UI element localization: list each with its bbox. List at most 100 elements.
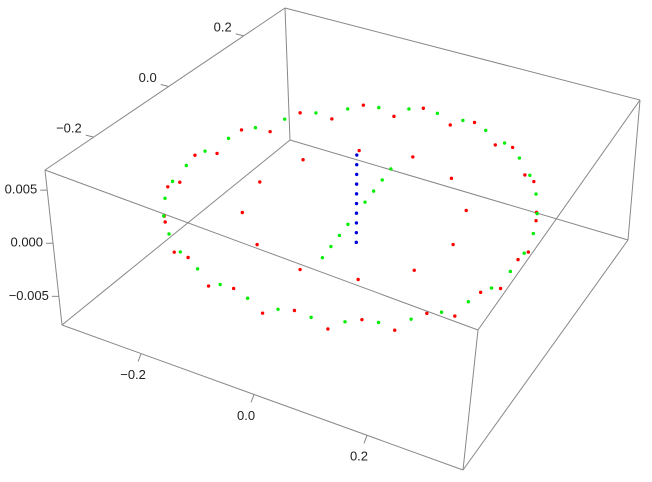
- point: [484, 128, 488, 133]
- y-tick: [160, 83, 169, 87]
- point: [435, 111, 440, 116]
- z-tick-label: 0.005: [5, 182, 38, 197]
- point: [363, 200, 367, 204]
- point: [392, 114, 396, 119]
- point: [161, 214, 166, 218]
- point: [498, 286, 503, 291]
- point: [510, 145, 515, 150]
- y-tick-label: 0.2: [214, 19, 232, 34]
- point: [245, 296, 250, 300]
- y-tick: [235, 33, 244, 37]
- y-tick-label: 0.0: [139, 70, 157, 85]
- point: [301, 158, 305, 162]
- point: [472, 120, 477, 125]
- point: [218, 282, 222, 287]
- box-edge: [477, 99, 641, 331]
- point: [343, 320, 347, 324]
- point: [195, 267, 200, 271]
- point: [330, 117, 334, 121]
- y-tick-label: −0.2: [56, 121, 82, 136]
- x-tick-label: 0.0: [237, 408, 255, 423]
- box-edge: [462, 329, 479, 471]
- point: [461, 118, 465, 123]
- point: [508, 269, 513, 274]
- point: [354, 230, 359, 235]
- point: [215, 151, 219, 156]
- point: [453, 314, 457, 318]
- point: [326, 327, 330, 331]
- point: [231, 286, 236, 291]
- point: [409, 317, 413, 321]
- point: [357, 148, 361, 153]
- point: [516, 257, 520, 262]
- point: [354, 211, 359, 215]
- point: [531, 231, 536, 236]
- point: [377, 105, 381, 110]
- box-edge: [284, 7, 291, 141]
- point: [464, 208, 468, 213]
- point: [226, 136, 231, 141]
- point: [253, 126, 258, 130]
- point: [298, 111, 302, 115]
- point: [526, 250, 531, 254]
- point: [449, 176, 454, 181]
- box-edge: [61, 139, 291, 326]
- point: [354, 221, 359, 225]
- point: [314, 111, 318, 115]
- point: [203, 149, 207, 153]
- point: [345, 107, 350, 111]
- point: [186, 255, 190, 260]
- point: [309, 315, 313, 320]
- point: [320, 255, 325, 260]
- point: [329, 244, 333, 249]
- point: [206, 284, 211, 288]
- point: [178, 250, 182, 254]
- point: [170, 179, 175, 184]
- point: [258, 180, 262, 184]
- point: [393, 328, 397, 332]
- box-edge: [44, 7, 286, 171]
- box-edge: [289, 139, 629, 241]
- point: [451, 242, 455, 247]
- point: [411, 155, 415, 159]
- point: [407, 107, 411, 111]
- point: [376, 320, 381, 325]
- point: [354, 172, 359, 177]
- x-tick-label: −0.2: [120, 367, 146, 382]
- box-edge: [462, 239, 629, 471]
- x-tick: [363, 435, 368, 444]
- point: [523, 173, 527, 177]
- point: [354, 182, 359, 186]
- point: [528, 173, 532, 177]
- point: [534, 218, 538, 223]
- point: [337, 233, 342, 238]
- box-edge: [44, 169, 479, 331]
- point: [240, 210, 245, 215]
- point: [172, 250, 176, 254]
- point: [163, 220, 167, 224]
- point: [282, 117, 287, 121]
- point: [355, 163, 359, 167]
- point: [178, 180, 182, 184]
- point: [184, 163, 189, 168]
- point: [360, 317, 364, 322]
- box-edge: [61, 324, 464, 471]
- point: [298, 267, 302, 272]
- point: [193, 153, 197, 157]
- point: [276, 307, 280, 311]
- point: [292, 308, 297, 313]
- point: [380, 178, 384, 182]
- y-tick: [85, 134, 94, 138]
- x-tick-label: 0.2: [350, 449, 368, 464]
- point: [489, 286, 494, 290]
- point: [412, 268, 416, 272]
- point: [493, 143, 498, 147]
- point: [354, 192, 359, 196]
- point: [167, 232, 171, 236]
- point: [356, 277, 360, 282]
- point: [166, 185, 170, 189]
- point: [502, 141, 507, 145]
- point: [361, 103, 366, 107]
- point: [354, 240, 358, 245]
